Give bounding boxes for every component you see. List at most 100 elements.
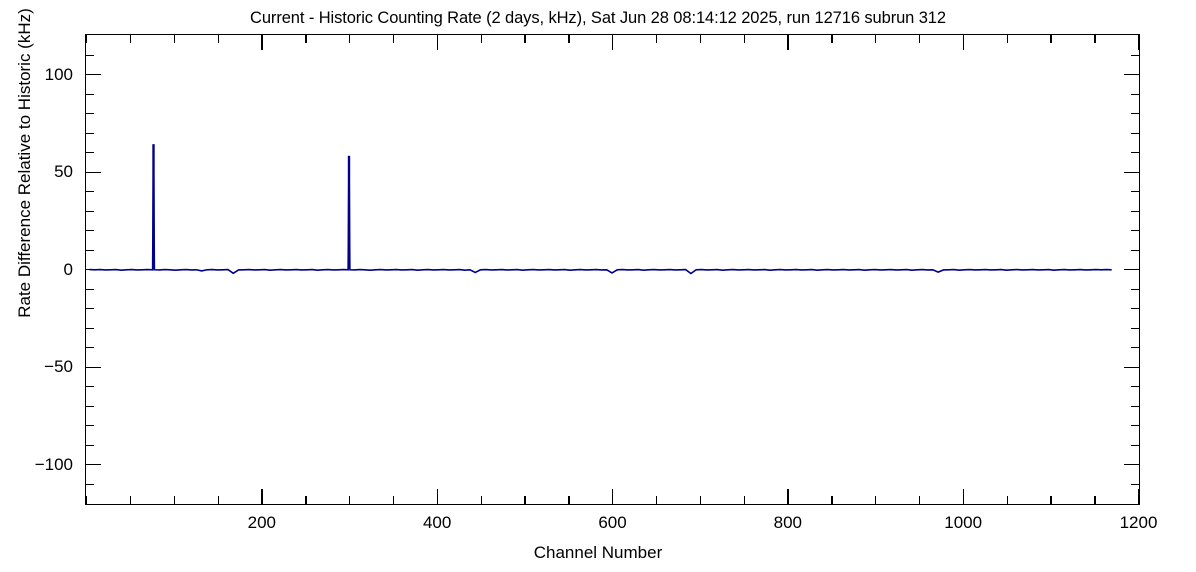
x-tick-350: [392, 496, 395, 504]
y-tick--100: [86, 464, 101, 466]
y-tick--10: [86, 288, 94, 290]
y-tick-right-20: [1131, 230, 1139, 232]
x-tick-top-50: [129, 35, 132, 43]
y-tick-right-80: [1131, 113, 1139, 115]
x-tick-label-200: 200: [247, 513, 277, 532]
x-tick-label-1200: 1200: [1119, 513, 1158, 532]
x-tick-top-450: [480, 35, 482, 43]
x-tick-label-600: 600: [598, 513, 627, 532]
y-tick-110: [86, 54, 94, 56]
y-tick-right-50: [1124, 171, 1139, 173]
x-tick-top-700: [699, 35, 702, 43]
x-tick-top-1000: [962, 35, 965, 50]
page-title: Current - Historic Counting Rate (2 days…: [250, 9, 946, 27]
plot-frame: [85, 34, 1140, 505]
x-tick-300: [349, 496, 351, 504]
x-tick-100: [173, 496, 176, 504]
y-tick-label-100: 100: [44, 64, 73, 84]
x-axis-title: Channel Number: [533, 543, 663, 562]
y-tick-right--80: [1131, 425, 1139, 427]
y-tick-right-0: [1124, 269, 1139, 271]
data-series-layer: [89, 144, 1112, 275]
y-tick-right-110: [1131, 54, 1139, 56]
x-tick-label-800: 800: [773, 513, 803, 532]
x-tick-top-0: [86, 35, 88, 43]
y-tick-right-90: [1131, 93, 1139, 95]
x-tick-950: [918, 496, 921, 504]
x-tick-top-400: [436, 35, 439, 50]
y-tick--60: [86, 386, 94, 388]
y-tick-40: [86, 191, 94, 193]
x-tick-label-400: 400: [422, 513, 452, 532]
y-tick--80: [86, 425, 94, 427]
rate-difference-series: [89, 144, 1112, 275]
x-tick-top-1150: [1094, 35, 1096, 43]
x-tick-top-900: [875, 35, 877, 43]
y-tick-right--40: [1131, 347, 1139, 349]
x-tick-850: [831, 496, 833, 504]
y-tick-right--70: [1131, 405, 1139, 407]
y-tick-right--110: [1131, 483, 1139, 485]
x-tick-900: [875, 496, 877, 504]
y-tick-label--50: −50: [44, 357, 73, 376]
x-tick-top-300: [349, 35, 351, 43]
y-tick-right-70: [1131, 132, 1139, 134]
y-tick--20: [86, 308, 94, 310]
y-tick-label-50: 50: [54, 162, 73, 181]
x-tick-top-150: [217, 35, 219, 43]
y-tick--110: [86, 483, 94, 485]
x-tick-top-100: [173, 35, 176, 43]
x-tick-top-550: [568, 35, 570, 43]
x-tick-top-1050: [1006, 35, 1008, 43]
x-tick-top-500: [524, 35, 526, 43]
y-tick--40: [86, 347, 94, 349]
x-tick-top-750: [743, 35, 745, 43]
y-tick-right-100: [1124, 74, 1139, 76]
y-tick-right--20: [1131, 308, 1139, 310]
y-tick--30: [86, 327, 94, 329]
x-tick-1050: [1006, 496, 1008, 504]
x-tick-700: [699, 496, 702, 504]
y-tick-60: [86, 152, 94, 154]
y-tick--50: [86, 366, 101, 368]
y-tick-80: [86, 113, 94, 115]
x-tick-top-600: [612, 35, 614, 50]
y-tick-70: [86, 132, 94, 134]
y-tick-right--30: [1131, 327, 1139, 329]
y-tick-100: [86, 74, 101, 76]
x-tick-1150: [1094, 496, 1096, 504]
y-tick-20: [86, 230, 94, 232]
x-tick-500: [524, 496, 526, 504]
x-tick-200: [261, 489, 263, 504]
y-tick-right-60: [1131, 152, 1139, 154]
x-tick-top-200: [261, 35, 263, 50]
y-tick-right--100: [1124, 464, 1139, 466]
x-tick-top-800: [787, 35, 789, 50]
x-tick-top-1100: [1050, 35, 1052, 43]
x-tick-top-1200: [1138, 35, 1140, 50]
y-tick-right-30: [1131, 210, 1139, 212]
y-tick-50: [86, 171, 101, 173]
x-tick-1100: [1050, 496, 1052, 504]
x-tick-top-850: [831, 35, 833, 43]
y-tick-right-40: [1131, 191, 1139, 193]
y-tick-right-10: [1131, 249, 1139, 251]
y-tick-right--90: [1131, 444, 1139, 446]
y-tick-10: [86, 249, 94, 251]
x-tick-top-250: [305, 35, 307, 43]
y-tick-label-0: 0: [63, 259, 73, 279]
y-tick-right--10: [1131, 288, 1139, 290]
y-tick-90: [86, 93, 94, 95]
x-tick-0: [86, 496, 88, 504]
y-tick-30: [86, 210, 94, 212]
x-tick-250: [305, 496, 307, 504]
y-tick-label--100: −100: [34, 454, 73, 474]
x-tick-800: [787, 489, 789, 504]
x-tick-1200: [1138, 489, 1140, 504]
x-tick-top-350: [392, 35, 395, 43]
x-tick-label-1000: 1000: [944, 513, 983, 532]
x-tick-top-950: [918, 35, 921, 43]
y-axis-title: Rate Difference Relative to Historic (kH…: [15, 8, 34, 318]
y-tick-right--50: [1124, 366, 1139, 368]
x-tick-1000: [962, 489, 965, 504]
